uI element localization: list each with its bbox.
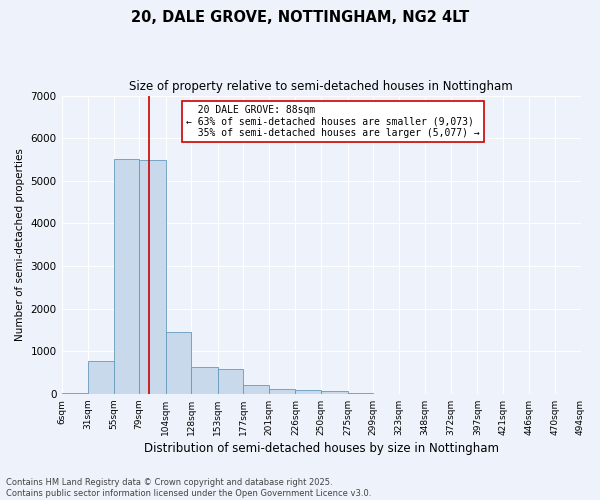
Bar (166, 332, 191, 394)
Bar (269, 388, 295, 394)
Title: Size of property relative to semi-detached houses in Nottingham: Size of property relative to semi-detach… (129, 80, 513, 93)
Bar (88, 361, 113, 394)
Text: 20, DALE GROVE, NOTTINGHAM, NG2 4LT: 20, DALE GROVE, NOTTINGHAM, NG2 4LT (131, 10, 469, 25)
Bar (295, 390, 321, 394)
Bar (113, 160, 139, 394)
X-axis label: Distribution of semi-detached houses by size in Nottingham: Distribution of semi-detached houses by … (143, 442, 499, 455)
Bar (218, 369, 244, 394)
Bar (191, 368, 218, 394)
Bar (321, 392, 347, 394)
Text: 20 DALE GROVE: 88sqm
← 63% of semi-detached houses are smaller (9,073)
  35% of : 20 DALE GROVE: 88sqm ← 63% of semi-detac… (186, 104, 480, 138)
Text: Contains HM Land Registry data © Crown copyright and database right 2025.
Contai: Contains HM Land Registry data © Crown c… (6, 478, 371, 498)
Y-axis label: Number of semi-detached properties: Number of semi-detached properties (15, 148, 25, 341)
Bar (139, 160, 166, 394)
Bar (244, 386, 269, 394)
